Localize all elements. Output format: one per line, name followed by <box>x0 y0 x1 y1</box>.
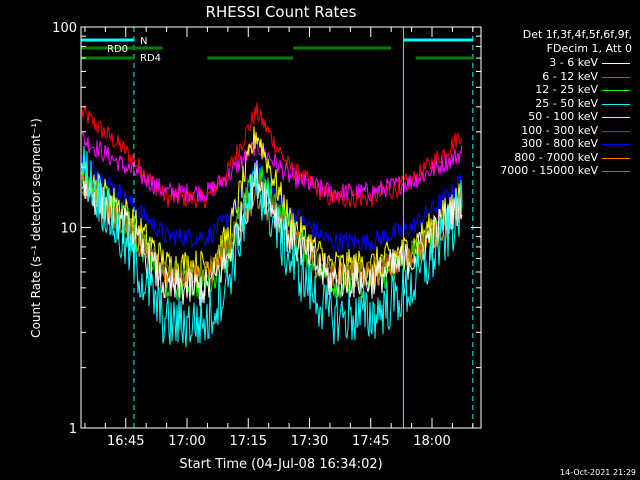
series-line-0 <box>81 160 463 307</box>
rd0-label: RD0 <box>107 44 128 55</box>
night-label: N <box>140 36 147 47</box>
timestamp: 14-Oct-2021 21:29 <box>560 468 636 477</box>
y-tick-label: 10 <box>60 222 77 237</box>
x-tick-label: 18:00 <box>413 434 450 449</box>
x-tick-label: 17:45 <box>352 434 389 449</box>
legend-swatch <box>602 157 630 159</box>
series-line-1 <box>81 131 463 203</box>
legend-swatch <box>602 63 630 64</box>
legend-swatch <box>602 171 630 172</box>
legend-item-label: 100 - 300 keV <box>521 123 598 137</box>
legend-swatch <box>602 103 630 105</box>
legend-item-label: 6 - 12 keV <box>542 69 598 83</box>
legend-title-line-2: FDecim 1, Att 0 <box>546 42 632 55</box>
legend-item-label: 12 - 25 keV <box>535 83 598 96</box>
legend-item-label: 7000 - 15000 keV <box>500 164 598 177</box>
legend-title-line-1: Det 1f,3f,4f,5f,6f,9f, <box>522 28 632 41</box>
legend-item-label: 800 - 7000 keV <box>514 150 598 164</box>
legend-item: 100 - 300 keV <box>482 124 632 138</box>
rd4-label: RD4 <box>140 53 161 64</box>
x-tick-label: 17:00 <box>168 434 205 449</box>
legend-item: 800 - 7000 keV <box>482 151 632 165</box>
legend-item-label: 50 - 100 keV <box>528 110 598 123</box>
legend-item-label: 300 - 800 keV <box>521 137 598 150</box>
chart-title: RHESSI Count Rates <box>206 3 357 21</box>
legend-item: 300 - 800 keV <box>482 137 632 151</box>
legend-swatch <box>602 76 630 78</box>
plot-area: N RD0 RD4 1 10 100 16:45 17:00 17:15 17:30 17:45 18… <box>52 21 482 449</box>
legend-item: 50 - 100 keV <box>482 110 632 124</box>
legend-item: 6 - 12 keV <box>482 70 632 84</box>
x-axis-label: Start Time (04-Jul-08 16:34:02) <box>179 457 382 472</box>
y-axis-label: Count Rate (s⁻¹ detector segment⁻¹) <box>29 118 43 338</box>
legend-swatch <box>602 117 630 118</box>
legend-swatch <box>602 144 630 145</box>
legend-item-label: 25 - 50 keV <box>535 96 598 110</box>
legend-item: 12 - 25 keV <box>482 83 632 97</box>
series-line-3 <box>81 145 463 348</box>
legend-swatch <box>602 90 630 91</box>
series-line-4 <box>81 126 463 281</box>
legend-item: 25 - 50 keV <box>482 97 632 111</box>
legend-swatch <box>602 130 630 132</box>
legend-title: Det 1f,3f,4f,5f,6f,9f, FDecim 1, Att 0 <box>482 28 632 56</box>
x-tick-label: 17:30 <box>291 434 328 449</box>
legend-item: 3 - 6 keV <box>482 56 632 70</box>
legend-item-label: 3 - 6 keV <box>549 56 598 69</box>
y-tick-label: 100 <box>52 21 77 36</box>
legend-item: 7000 - 15000 keV <box>482 164 632 178</box>
x-tick-label: 17:15 <box>230 434 267 449</box>
y-tick-label: 1 <box>69 422 77 437</box>
x-tick-label: 16:45 <box>107 434 144 449</box>
